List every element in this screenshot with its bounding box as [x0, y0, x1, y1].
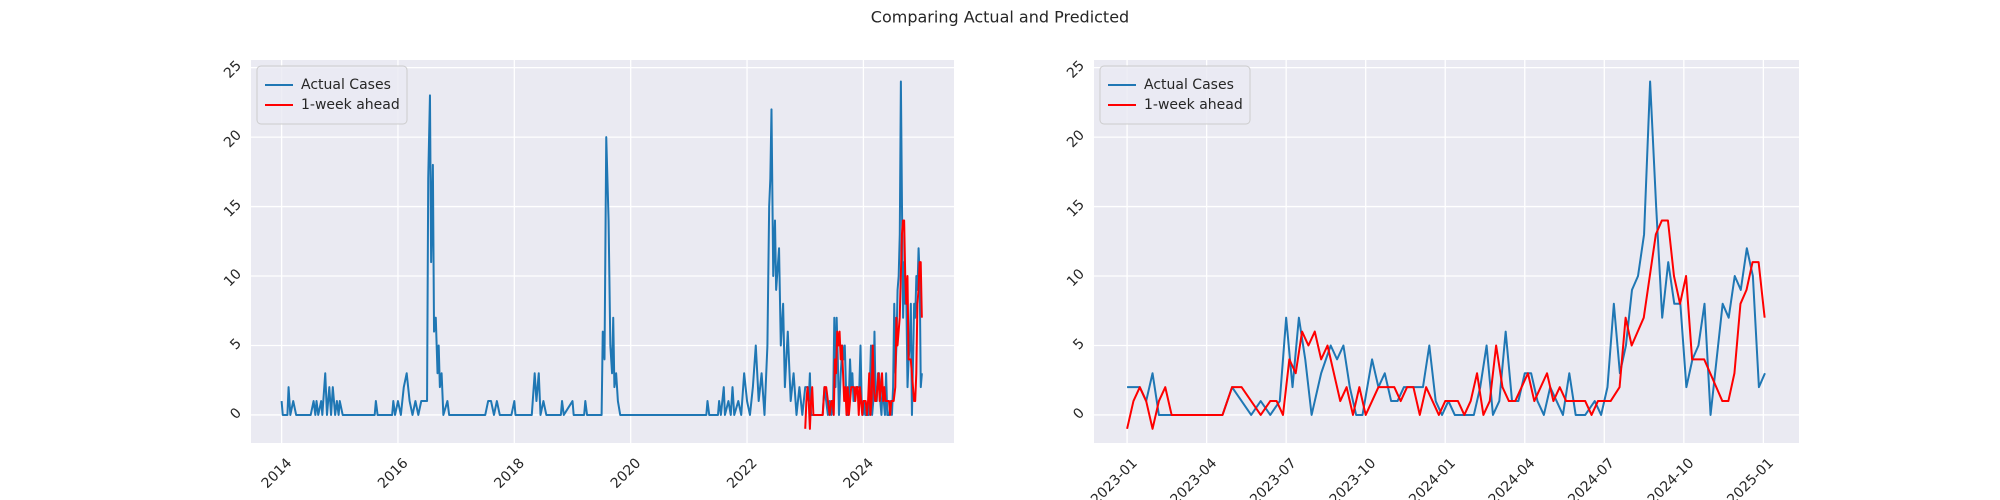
series-line [280, 80, 923, 416]
figure-title: Comparing Actual and Predicted [871, 8, 1129, 27]
legend-label: 1-week ahead [1144, 97, 1243, 113]
legend: Actual Cases 1-week ahead [1099, 65, 1251, 125]
legend-label: 1-week ahead [301, 97, 400, 113]
legend-label: Actual Cases [1144, 77, 1234, 93]
series-line [804, 219, 923, 430]
series-line [1126, 219, 1766, 430]
legend-label: Actual Cases [301, 77, 391, 93]
legend-box [1099, 65, 1251, 125]
legend-box [256, 65, 408, 125]
legend: Actual Cases 1-week ahead [256, 65, 408, 125]
